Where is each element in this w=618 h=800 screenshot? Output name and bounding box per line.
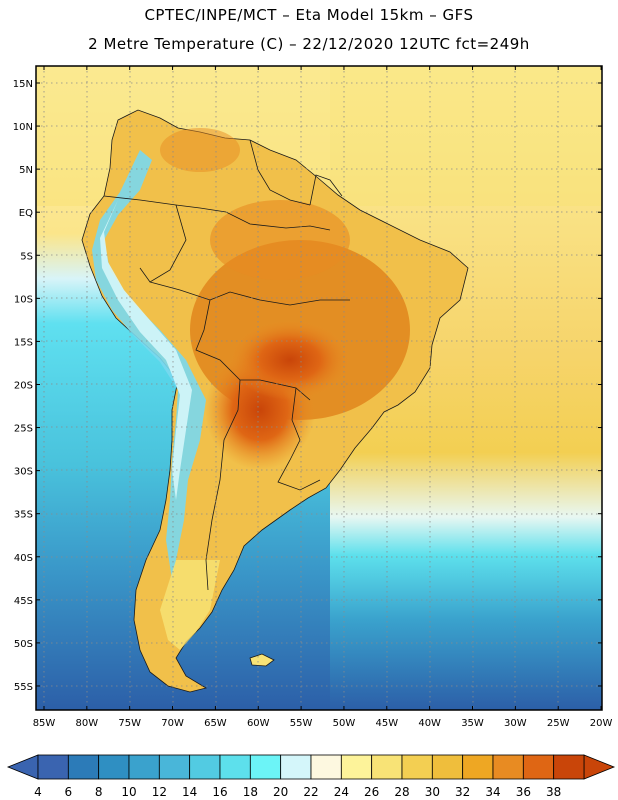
lon-label-85w: 85W xyxy=(33,718,56,729)
lat-label-5s: 5S xyxy=(20,251,33,262)
lon-label-55w: 55W xyxy=(290,718,313,729)
colorbar-swatch xyxy=(219,754,251,780)
colorbar-label-8: 8 xyxy=(95,785,103,799)
lat-label-50s: 50S xyxy=(14,639,33,650)
lat-label-55s: 55S xyxy=(14,682,33,693)
colorbar-label-12: 12 xyxy=(152,785,167,799)
title-line-1: CPTEC/INPE/MCT – Eta Model 15km – GFS xyxy=(144,6,474,24)
axis-ticks xyxy=(36,66,602,710)
colorbar-swatch xyxy=(98,754,130,780)
colorbar-swatch xyxy=(371,754,403,780)
lat-label-eq: EQ xyxy=(19,208,33,219)
hot-amazon-region xyxy=(210,200,350,280)
colorbar-swatch xyxy=(128,754,160,780)
lon-label-30w: 30W xyxy=(504,718,527,729)
colorbar-label-20: 20 xyxy=(273,785,288,799)
lat-label-20s: 20S xyxy=(14,380,33,391)
lon-label-20w: 20W xyxy=(590,718,613,729)
colorbar-label-22: 22 xyxy=(303,785,318,799)
colorbar-swatch xyxy=(553,754,585,780)
lon-label-50w: 50W xyxy=(333,718,356,729)
colorbar-swatch xyxy=(522,754,555,780)
andes-snow-strip xyxy=(100,200,192,500)
lon-label-80w: 80W xyxy=(76,718,99,729)
lon-label-70w: 70W xyxy=(161,718,184,729)
colorbar-swatch xyxy=(37,754,69,780)
colorbar-label-30: 30 xyxy=(425,785,440,799)
hot-north-region xyxy=(160,128,240,172)
lon-label-65w: 65W xyxy=(204,718,227,729)
colorbar-swatch xyxy=(431,754,464,780)
colorbar: 4 6 8 10 12 14 16 18 20 22 24 26 28 30 32 34 36 38 xyxy=(6,754,616,799)
lon-label-25w: 25W xyxy=(547,718,570,729)
hot-core-central xyxy=(230,320,350,400)
lat-label-15s: 15S xyxy=(14,337,33,348)
colorbar-swatch xyxy=(189,754,221,780)
latitude-labels: 15N 10N 5N EQ 5S 10S 15S 20S 25S 30S 35S 40S 45S 50S 5… xyxy=(13,79,33,693)
colorbar-label-38: 38 xyxy=(546,785,561,799)
colorbar-label-36: 36 xyxy=(516,785,531,799)
lat-label-10s: 10S xyxy=(14,294,33,305)
colorbar-label-26: 26 xyxy=(364,785,379,799)
lon-label-75w: 75W xyxy=(118,718,141,729)
colorbar-swatch xyxy=(249,754,282,780)
colorbar-label-14: 14 xyxy=(182,785,197,799)
colorbar-label-4: 4 xyxy=(34,785,42,799)
colorbar-swatch xyxy=(158,754,191,780)
colorbar-swatch xyxy=(340,754,373,780)
lon-label-40w: 40W xyxy=(418,718,441,729)
colorbar-label-32: 32 xyxy=(455,785,470,799)
lat-label-15n: 15N xyxy=(13,79,33,90)
colorbar-label-24: 24 xyxy=(334,785,349,799)
lat-label-40s: 40S xyxy=(14,553,33,564)
plot-frame xyxy=(35,65,603,711)
colorbar-left-arrow xyxy=(6,754,39,780)
colorbar-label-18: 18 xyxy=(243,785,258,799)
colorbar-swatch xyxy=(280,754,312,780)
colorbar-label-6: 6 xyxy=(65,785,73,799)
lat-label-5n: 5N xyxy=(19,165,33,176)
colorbar-swatch xyxy=(310,754,342,780)
longitude-labels: 85W 80W 75W 70W 65W 60W 55W 50W 45W 40W 35W 30W 25W 2… xyxy=(33,718,613,729)
lon-label-35w: 35W xyxy=(461,718,484,729)
colorbar-swatch xyxy=(67,754,100,780)
colorbar-label-16: 16 xyxy=(212,785,227,799)
lon-label-45w: 45W xyxy=(375,718,398,729)
colorbar-swatch xyxy=(401,754,433,780)
patagonia-cool xyxy=(160,560,220,650)
falkland-islands xyxy=(249,653,275,667)
colorbar-swatch xyxy=(462,754,494,780)
colorbar-label-28: 28 xyxy=(394,785,409,799)
lat-label-35s: 35S xyxy=(14,510,33,521)
colorbar-swatch xyxy=(492,754,524,780)
title-line-2: 2 Metre Temperature (C) – 22/12/2020 12U… xyxy=(88,35,530,53)
lat-label-10n: 10N xyxy=(13,122,33,133)
lat-label-30s: 30S xyxy=(14,467,33,478)
lat-label-45s: 45S xyxy=(14,596,33,607)
lat-label-25s: 25S xyxy=(14,424,33,435)
lon-label-60w: 60W xyxy=(247,718,270,729)
colorbar-label-34: 34 xyxy=(485,785,500,799)
colorbar-label-10: 10 xyxy=(121,785,136,799)
colorbar-right-arrow xyxy=(583,754,616,780)
